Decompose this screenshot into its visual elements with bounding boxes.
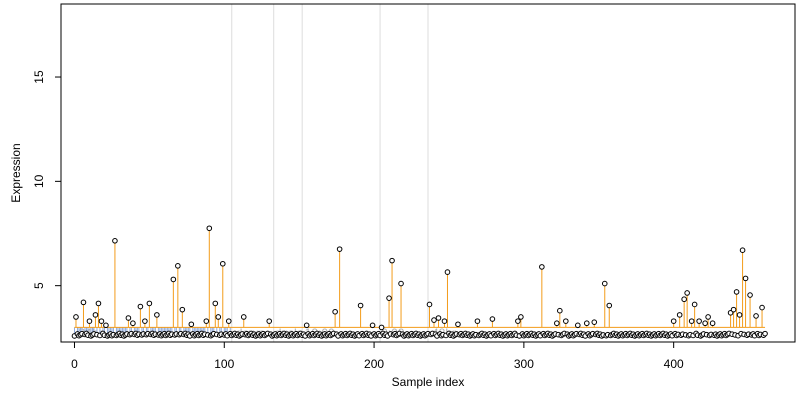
- data-point: [386, 295, 392, 301]
- data-point: [86, 318, 93, 324]
- data-point: [435, 315, 442, 321]
- data-point: [303, 322, 310, 329]
- data-point: [676, 312, 683, 318]
- y-tick-label: 5: [32, 282, 46, 289]
- stems-layer: [73, 228, 766, 336]
- data-point: [125, 315, 132, 321]
- data-point: [203, 318, 210, 324]
- data-point: [441, 318, 448, 324]
- data-point: [188, 321, 195, 328]
- data-point: [591, 319, 598, 325]
- x-tick-label: 200: [364, 357, 384, 371]
- data-point: [336, 246, 343, 252]
- data-point: [563, 318, 569, 324]
- data-point: [455, 321, 461, 328]
- data-point: [378, 324, 385, 331]
- data-point: [219, 260, 226, 267]
- x-tick-label: 400: [664, 357, 684, 371]
- data-point: [175, 263, 181, 269]
- data-point: [154, 312, 160, 318]
- data-point: [733, 289, 740, 295]
- data-point: [489, 316, 496, 322]
- data-point: [730, 306, 737, 313]
- x-axis-title: Sample index: [392, 375, 465, 389]
- data-point: [146, 300, 153, 307]
- data-point: [753, 313, 759, 319]
- data-point: [431, 317, 437, 323]
- y-tick-label: 15: [32, 70, 46, 84]
- data-point: [691, 301, 698, 308]
- data-point: [130, 320, 136, 327]
- data-point: [206, 225, 213, 232]
- data-point: [762, 330, 768, 337]
- data-point: [142, 318, 148, 324]
- data-point: [601, 280, 608, 287]
- data-point: [73, 314, 79, 320]
- data-point: [80, 299, 87, 306]
- data-point: [705, 314, 711, 320]
- region-lines-layer: [231, 4, 429, 342]
- data-point: [574, 322, 581, 329]
- data-point: [606, 302, 613, 309]
- data-point: [518, 314, 524, 320]
- data-point: [554, 320, 560, 327]
- data-point: [681, 296, 687, 303]
- data-point: [179, 306, 186, 313]
- data-point: [212, 300, 219, 307]
- data-point: [240, 314, 247, 320]
- data-point: [92, 312, 99, 318]
- points-layer: [71, 225, 768, 339]
- data-point: [215, 314, 222, 320]
- data-point: [736, 312, 743, 318]
- data-point: [557, 307, 563, 314]
- data-point: [583, 320, 590, 327]
- data-point: [398, 280, 404, 287]
- data-point: [515, 318, 521, 324]
- y-axis: 5 10 15: [32, 70, 62, 289]
- x-axis: 0 100 200 300 400: [71, 341, 684, 371]
- y-tick-label: 10: [32, 174, 46, 188]
- data-point: [95, 300, 102, 307]
- data-point: [266, 318, 273, 324]
- data-point: [474, 318, 481, 324]
- data-point: [98, 318, 105, 324]
- x-tick-label: 0: [71, 357, 78, 371]
- data-point: [688, 318, 695, 324]
- data-point: [389, 257, 395, 264]
- data-point: [702, 320, 708, 327]
- data-point: [539, 264, 545, 270]
- data-point: [684, 290, 690, 296]
- data-point: [112, 238, 118, 244]
- data-point: [670, 318, 677, 324]
- data-point: [747, 292, 753, 298]
- x-tick-label: 100: [214, 357, 234, 371]
- data-point: [739, 247, 746, 253]
- data-point: [709, 320, 716, 327]
- data-point: [742, 275, 749, 282]
- data-point: [137, 303, 144, 310]
- x-tick-label: 300: [514, 357, 534, 371]
- y-axis-title: Expression: [9, 143, 23, 202]
- data-point: [426, 301, 433, 308]
- data-point: [225, 318, 232, 324]
- data-point: [369, 322, 376, 329]
- data-point: [696, 318, 702, 324]
- data-point: [759, 304, 765, 311]
- data-point: [170, 276, 177, 283]
- data-point: [103, 322, 109, 329]
- data-point: [332, 308, 338, 315]
- data-point: [444, 269, 451, 275]
- data-point: [357, 302, 364, 309]
